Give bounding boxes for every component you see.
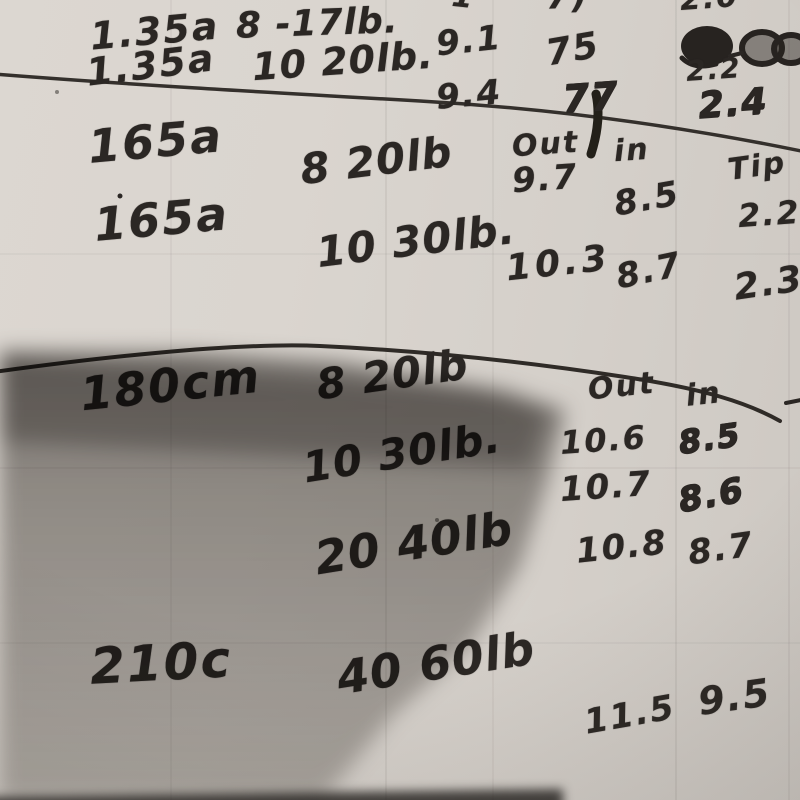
column-label-tip: Tip <box>725 145 789 188</box>
partial-digit: 1 <box>450 0 476 16</box>
scribble-blob-2 <box>739 29 785 67</box>
partial-number: 2.0 <box>679 0 740 18</box>
out-value: 9.7 <box>510 156 580 202</box>
in-value: 8.5 <box>675 414 744 462</box>
column-label-in: in <box>684 375 724 414</box>
tip-value: 2.3 <box>731 258 800 309</box>
length-value: 210c <box>88 630 234 696</box>
in-value: 9.5 <box>695 670 775 724</box>
out-value: 10.8 <box>574 522 670 572</box>
tip-value: 2.2 <box>684 51 743 88</box>
in-value: 8.6 <box>675 469 748 521</box>
out-value: 10.7 <box>558 463 654 511</box>
weight-value: 10 20lb. <box>250 32 435 90</box>
paper-line <box>788 0 790 800</box>
length-value: 165a <box>91 186 232 252</box>
mid-value: 77 <box>560 73 621 121</box>
mid-value: 75 <box>542 24 604 75</box>
out-value: 10.6 <box>558 418 649 462</box>
paper-line <box>0 253 800 255</box>
column-label-out: Out <box>586 365 657 408</box>
tip-value: 2.2 <box>736 192 800 236</box>
in-value: 8.5 <box>611 173 684 225</box>
scribble-blob-2b <box>771 32 800 66</box>
out-value: 11.5 <box>581 687 679 743</box>
paper-line <box>675 0 677 800</box>
out-value: 9.1 <box>434 17 505 65</box>
out-value: 10.3 <box>504 237 613 290</box>
partial-digits: 7) <box>545 0 590 18</box>
weight-value: 8 20lb <box>297 126 456 195</box>
in-value: 8.7 <box>685 524 757 574</box>
weight-value: 10 30lb. <box>313 204 519 278</box>
out-value: 9.4 <box>434 72 504 118</box>
weight-value: 20 40lb <box>311 500 517 586</box>
stray-speck <box>55 90 59 94</box>
column-label-in: in <box>612 131 651 170</box>
weight-value: 40 60lb <box>333 620 539 706</box>
tip-value: 2.4 <box>696 80 770 127</box>
table-edge <box>0 788 564 800</box>
weight-value: 8 20lb <box>313 339 472 410</box>
length-value: 180cm <box>77 348 264 422</box>
weight-value: 10 30lb. <box>299 412 505 493</box>
length-value: 165a <box>85 108 226 174</box>
